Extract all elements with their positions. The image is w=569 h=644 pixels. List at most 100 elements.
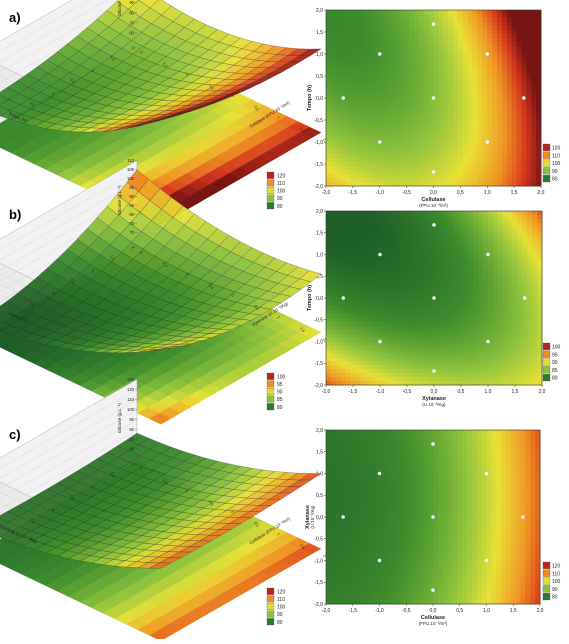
contour-cell — [414, 501, 419, 505]
contour-cell — [345, 470, 350, 474]
contour-cell — [418, 553, 423, 557]
contour-cell — [527, 365, 532, 369]
contour-cell — [488, 310, 493, 314]
contour-cell — [498, 322, 503, 326]
contour-cell — [404, 158, 409, 162]
contour-cell — [336, 298, 341, 302]
contour-cell — [507, 66, 512, 70]
contour-cell — [521, 14, 526, 18]
contour-cell — [497, 82, 502, 86]
contour-cell — [463, 247, 468, 251]
contour-cell — [503, 282, 508, 286]
contour-cell — [414, 126, 419, 130]
contour-cell — [463, 345, 468, 349]
contour-cell — [532, 219, 537, 223]
contour-cell — [375, 553, 380, 557]
contour-cell — [375, 438, 380, 442]
contour-cell — [341, 126, 346, 130]
contour-cell — [453, 142, 458, 146]
contour-cell — [424, 10, 429, 14]
contour-cell — [405, 349, 410, 353]
contour-cell — [468, 90, 473, 94]
contour-cell — [517, 357, 522, 361]
contour-cell — [507, 134, 512, 138]
contour-cell — [468, 262, 473, 266]
contour-cell — [326, 373, 331, 377]
contour-cell — [527, 298, 532, 302]
contour-cell — [414, 158, 419, 162]
contour-cell — [350, 481, 355, 485]
contour-cell — [459, 302, 464, 306]
contour-cell — [394, 42, 399, 46]
contour-cell — [389, 446, 394, 450]
contour-cell — [483, 369, 488, 373]
contour-cell — [331, 146, 336, 150]
contour-cell — [365, 38, 370, 42]
contour-cell — [370, 158, 375, 162]
contour-cell — [483, 243, 488, 247]
contour-cell — [331, 90, 336, 94]
contour-cell — [477, 146, 482, 150]
contour-cell — [370, 373, 375, 377]
contour-cell — [443, 26, 448, 30]
contour-cell — [350, 146, 355, 150]
contour-cell — [508, 345, 513, 349]
contour-cell — [439, 342, 444, 346]
contour-cell — [483, 353, 488, 357]
contour-cell — [414, 365, 419, 369]
contour-cell — [394, 90, 399, 94]
contour-cell — [439, 373, 444, 377]
contour-cell — [458, 158, 463, 162]
contour-cell — [473, 361, 478, 365]
contour-cell — [448, 114, 453, 118]
contour-cell — [438, 58, 443, 62]
contour-cell — [375, 369, 380, 373]
contour-cell — [473, 211, 478, 215]
contour-cell — [375, 477, 380, 481]
contour-cell — [404, 481, 409, 485]
contour-cell — [507, 98, 512, 102]
contour-cell — [346, 62, 351, 66]
contour-cell — [414, 82, 419, 86]
contour-cell — [370, 564, 375, 568]
contour-cell — [399, 557, 404, 561]
contour-cell — [473, 178, 478, 182]
contour-cell — [517, 62, 522, 66]
contour-cell — [477, 122, 482, 126]
contour-cell — [370, 118, 375, 122]
contour-cell — [350, 110, 355, 114]
contour-cell — [331, 353, 336, 357]
contour-cell — [419, 134, 424, 138]
contour-cell — [468, 174, 473, 178]
contour-cell — [537, 251, 542, 255]
contour-cell — [477, 86, 482, 90]
contour-cell — [331, 549, 336, 553]
contour-cell — [365, 505, 370, 509]
contour-cell — [380, 22, 385, 26]
contour-cell — [395, 282, 400, 286]
x-tick-label: 1,5 — [512, 389, 519, 395]
contour-cell — [326, 70, 331, 74]
contour-cell — [468, 330, 473, 334]
contour-cell — [404, 454, 409, 458]
contour-cell — [331, 270, 336, 274]
contour-cell — [473, 130, 478, 134]
contour-cell — [380, 14, 385, 18]
contour-cell — [497, 174, 502, 178]
contour-cell — [409, 353, 414, 357]
contour-cell — [370, 481, 375, 485]
contour-cell — [336, 442, 341, 446]
contour-cell — [439, 322, 444, 326]
contour-cell — [326, 162, 331, 166]
contour-cell — [360, 46, 365, 50]
contour-cell — [395, 373, 400, 377]
contour-cell — [331, 501, 336, 505]
contour-cell — [498, 334, 503, 338]
contour-cell — [434, 338, 439, 342]
contour-cell — [444, 290, 449, 294]
contour-cell — [521, 74, 526, 78]
contour-cell — [346, 266, 351, 270]
contour-cell — [351, 255, 356, 259]
contour-cell — [384, 553, 389, 557]
contour-cell — [345, 505, 350, 509]
